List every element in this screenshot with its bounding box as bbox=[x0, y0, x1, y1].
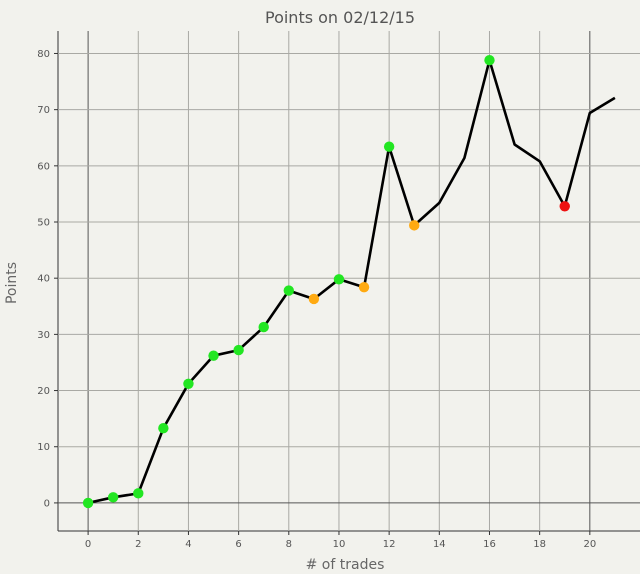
grid-lines bbox=[58, 31, 640, 531]
x-tick-label: 2 bbox=[135, 539, 141, 550]
x-axis-label: # of trades bbox=[306, 557, 385, 573]
x-tick-label: 12 bbox=[383, 539, 396, 550]
x-tick-label: 10 bbox=[333, 539, 346, 550]
data-point-green bbox=[484, 55, 495, 66]
x-tick-label: 20 bbox=[583, 539, 596, 550]
x-tick-label: 18 bbox=[533, 539, 546, 550]
y-tick-label: 0 bbox=[44, 498, 50, 509]
y-tick-label: 20 bbox=[37, 386, 50, 397]
x-axis-ticks: 0 2 4 6 8 10 12 14 16 18 20 bbox=[85, 531, 596, 550]
y-tick-label: 30 bbox=[37, 330, 50, 341]
data-point-green bbox=[133, 488, 144, 499]
data-point-green bbox=[383, 141, 395, 152]
x-tick-label: 8 bbox=[286, 539, 292, 550]
data-point-orange bbox=[308, 293, 320, 305]
series-line bbox=[87, 58, 616, 505]
x-tick-label: 6 bbox=[235, 539, 241, 550]
data-point-orange bbox=[409, 220, 420, 231]
x-tick-label: 4 bbox=[185, 539, 191, 550]
y-tick-label: 70 bbox=[37, 105, 50, 116]
plot-area bbox=[57, 31, 640, 532]
chart-title: Points on 02/12/15 bbox=[265, 8, 415, 27]
x-tick-label: 14 bbox=[433, 539, 446, 550]
data-point-green bbox=[283, 285, 294, 296]
y-axis-label: Points bbox=[4, 262, 20, 304]
data-point-orange bbox=[358, 281, 370, 293]
series-points bbox=[82, 55, 616, 509]
x-tick-label: 16 bbox=[483, 539, 496, 550]
data-point-green bbox=[183, 378, 194, 390]
data-point-green bbox=[208, 350, 219, 361]
y-axis-ticks: 0 10 20 30 40 50 60 70 80 bbox=[37, 49, 58, 509]
data-point-green bbox=[258, 321, 269, 333]
data-point-green bbox=[333, 274, 345, 285]
data-point-red bbox=[559, 201, 570, 212]
y-tick-label: 10 bbox=[37, 442, 50, 453]
data-point-green bbox=[233, 344, 244, 356]
data-point-green bbox=[158, 422, 169, 434]
y-tick-label: 60 bbox=[37, 161, 50, 172]
y-tick-label: 80 bbox=[37, 49, 50, 60]
data-point-green bbox=[107, 492, 119, 503]
data-point-green bbox=[82, 497, 94, 509]
x-tick-label: 0 bbox=[85, 539, 91, 550]
y-tick-label: 40 bbox=[37, 274, 50, 285]
y-tick-label: 50 bbox=[37, 218, 50, 229]
